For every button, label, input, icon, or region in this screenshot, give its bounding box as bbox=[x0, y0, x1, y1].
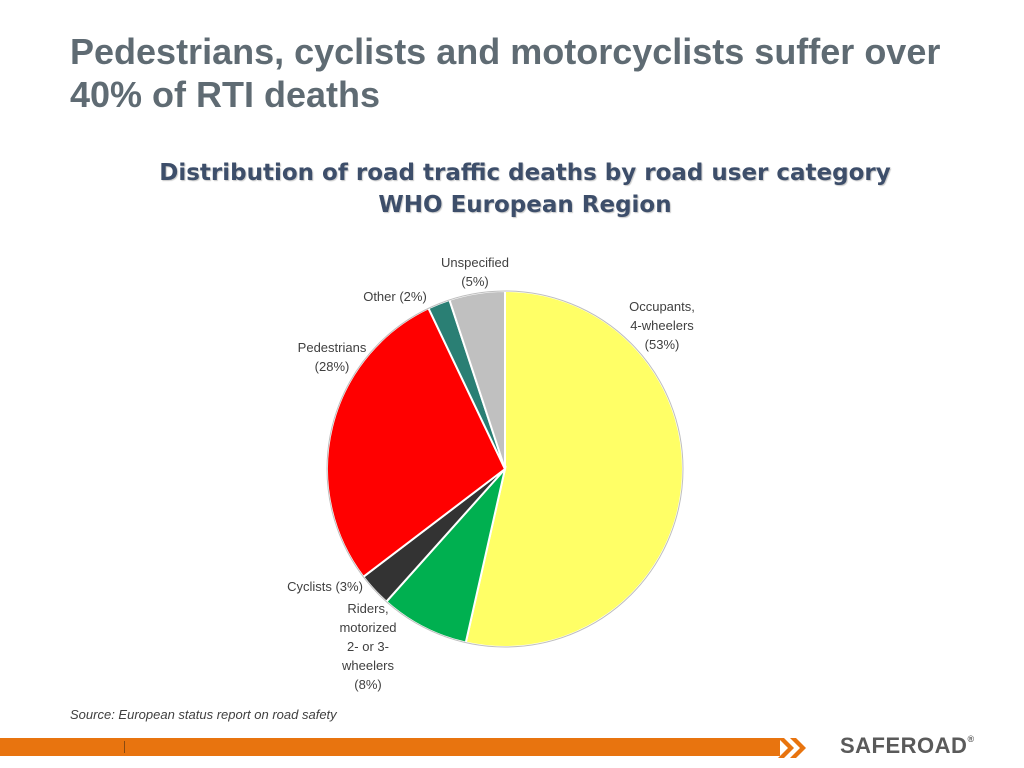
slide-title: Pedestrians, cyclists and motorcyclists … bbox=[70, 31, 941, 115]
chart-title-block: Distribution of road traffic deaths by r… bbox=[100, 157, 950, 221]
pie-label-5: Unspecified (5%) bbox=[441, 255, 509, 289]
chart-title: Distribution of road traffic deaths by r… bbox=[159, 160, 891, 186]
saferoad-logo: SAFEROAD® bbox=[840, 733, 975, 759]
footer-bar bbox=[0, 738, 780, 756]
pie-label-0: Occupants, 4-wheelers (53%) bbox=[629, 299, 695, 352]
pie-label-line: (53%) bbox=[645, 337, 680, 352]
footer-divider bbox=[124, 741, 125, 753]
pie-label-line: 2- or 3- bbox=[347, 639, 389, 654]
pie-label-line: (5%) bbox=[461, 274, 488, 289]
pie-label-line: Unspecified bbox=[441, 255, 509, 270]
chart-subtitle: WHO European Region bbox=[378, 192, 672, 218]
double-chevron-icon bbox=[778, 738, 806, 758]
pie-label-line: (8%) bbox=[354, 677, 381, 692]
pie-label-line: Occupants, bbox=[629, 299, 695, 314]
pie-label-line: Cyclists (3%) bbox=[287, 579, 363, 594]
pie-label-line: 4-wheelers bbox=[630, 318, 694, 333]
pie-label-line: (28%) bbox=[315, 359, 350, 374]
pie-label-line: motorized bbox=[339, 620, 396, 635]
pie-label-line: wheelers bbox=[341, 658, 395, 673]
pie-label-2: Cyclists (3%) bbox=[287, 579, 363, 594]
registered-mark: ® bbox=[967, 734, 975, 744]
pie-label-4: Other (2%) bbox=[363, 289, 427, 304]
pie-label-line: Other (2%) bbox=[363, 289, 427, 304]
source-note: Source: European status report on road s… bbox=[70, 707, 337, 722]
logo-text: SAFEROAD bbox=[840, 733, 968, 758]
pie-label-line: Pedestrians bbox=[298, 340, 367, 355]
pie-label-1: Riders, motorized 2- or 3- wheelers (8%) bbox=[339, 601, 396, 692]
pie-label-3: Pedestrians (28%) bbox=[298, 340, 367, 374]
pie-outline bbox=[326, 290, 684, 648]
pie-label-line: Riders, bbox=[347, 601, 388, 616]
